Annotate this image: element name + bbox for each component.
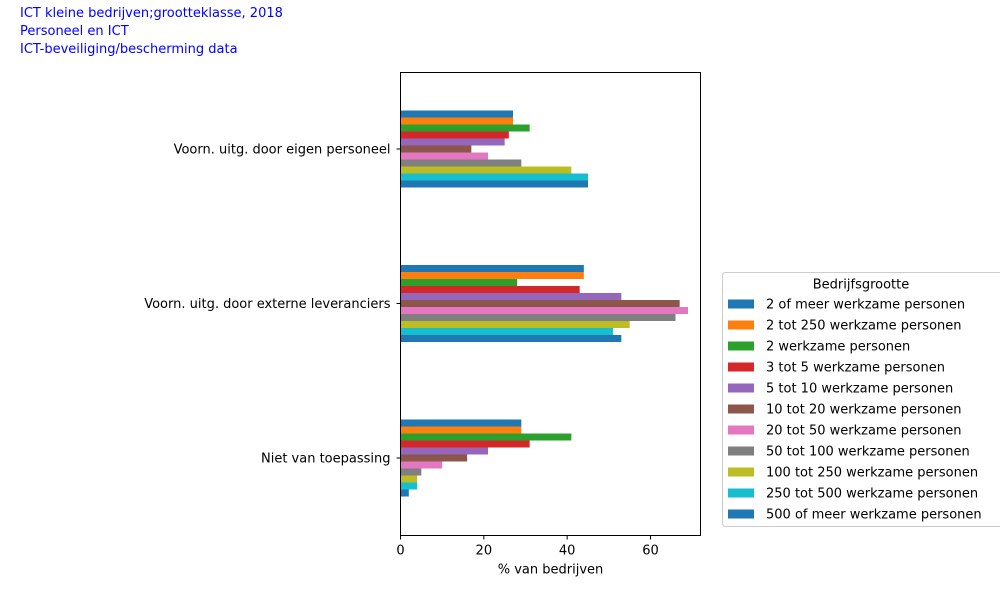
legend-swatch: [728, 404, 754, 414]
bar-2-3: [400, 279, 518, 286]
bar-2-11: [400, 335, 622, 342]
bar-2-1: [400, 265, 584, 272]
legend-swatch: [728, 446, 754, 456]
x-tick-label: 40: [559, 544, 576, 559]
x-axis: 0 20 40 60: [396, 535, 659, 559]
legend-swatch: [728, 509, 754, 519]
bar-3-10: [400, 482, 418, 490]
bar-2-10: [400, 328, 613, 335]
legend-swatch: [728, 299, 754, 309]
bar-1-5: [400, 138, 505, 146]
legend-box: [722, 272, 1000, 527]
chart-header: ICT kleine bedrijven;grootteklasse, 2018…: [20, 5, 283, 59]
legend-title: Bedrijfsgrootte: [813, 278, 910, 293]
bar-1-2: [400, 117, 513, 125]
bar-2-4: [400, 286, 580, 293]
bar-1-8: [400, 159, 522, 167]
header-line-3: ICT-beveiliging/bescherming data: [20, 42, 238, 57]
bar-3-6: [400, 454, 468, 462]
bar-1-6: [400, 145, 472, 153]
bar-1-9: [400, 166, 572, 174]
bar-3-5: [400, 447, 488, 455]
legend-label: 3 tot 5 werkzame personen: [766, 361, 945, 376]
legend-label: 100 tot 250 werkzame personen: [766, 466, 978, 481]
bar-3-1: [400, 419, 522, 427]
bar-2-6: [400, 300, 680, 307]
bar-1-10: [400, 173, 588, 181]
bar-1-11: [400, 180, 588, 188]
bars-group: [400, 110, 688, 497]
legend-label: 2 tot 250 werkzame personen: [766, 319, 962, 334]
x-tick-label: 20: [476, 544, 493, 559]
bar-2-9: [400, 321, 630, 328]
bar-1-4: [400, 131, 509, 139]
legend-swatch: [728, 383, 754, 393]
bar-1-3: [400, 124, 530, 132]
legend-label: 50 tot 100 werkzame personen: [766, 445, 970, 460]
legend-swatch: [728, 320, 754, 330]
legend: Bedrijfsgrootte 2 of meer werkzame person…: [722, 272, 1000, 527]
legend-swatch: [728, 488, 754, 498]
legend-swatch: [728, 362, 754, 372]
legend-swatch: [728, 425, 754, 435]
bar-2-7: [400, 307, 688, 314]
bar-2-5: [400, 293, 622, 300]
legend-label: 2 of meer werkzame personen: [766, 298, 965, 313]
bar-3-3: [400, 433, 572, 441]
legend-label: 250 tot 500 werkzame personen: [766, 487, 978, 502]
bar-3-4: [400, 440, 530, 448]
bar-3-2: [400, 426, 522, 434]
y-tick-label: Voorn. uitg. door eigen personeel: [174, 143, 391, 158]
bar-2-8: [400, 314, 676, 321]
bar-3-7: [400, 461, 443, 469]
bar-1-1: [400, 110, 513, 118]
y-tick-label: Voorn. uitg. door externe leveranciers: [144, 297, 391, 312]
legend-label: 20 tot 50 werkzame personen: [766, 424, 962, 439]
x-tick-label: 60: [642, 544, 659, 559]
y-axis: Voorn. uitg. door eigen personeel Voorn. …: [144, 143, 401, 467]
bar-1-7: [400, 152, 488, 160]
y-tick-label: Niet van toepassing: [261, 452, 391, 467]
bar-3-9: [400, 475, 418, 483]
legend-swatch: [728, 467, 754, 477]
legend-label: 2 werkzame personen: [766, 340, 910, 355]
header-line-1: ICT kleine bedrijven;grootteklasse, 2018: [20, 6, 283, 21]
legend-label: 10 tot 20 werkzame personen: [766, 403, 962, 418]
x-axis-label: % van bedrijven: [498, 563, 604, 578]
legend-label: 5 tot 10 werkzame personen: [766, 382, 953, 397]
x-tick-label: 0: [396, 544, 404, 559]
bar-2-2: [400, 272, 584, 279]
legend-label: 500 of meer werkzame personen: [766, 508, 982, 523]
bar-3-11: [400, 489, 409, 497]
bar-3-8: [400, 468, 422, 476]
header-line-2: Personeel en ICT: [20, 24, 129, 39]
legend-swatch: [728, 341, 754, 351]
